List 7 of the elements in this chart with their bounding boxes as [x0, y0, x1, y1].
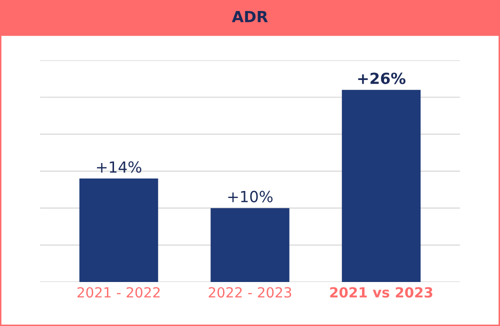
x-tick-label: 2022 - 2023: [208, 287, 292, 298]
x-tick-label: 2021 - 2022: [78, 287, 160, 298]
data-label: +14%: [96, 161, 142, 173]
x-tick-label: 2021 vs 2023: [330, 287, 432, 298]
data-label: +26%: [358, 72, 406, 84]
chart-title: ADR: [232, 11, 268, 22]
data-label: +10%: [228, 190, 273, 202]
